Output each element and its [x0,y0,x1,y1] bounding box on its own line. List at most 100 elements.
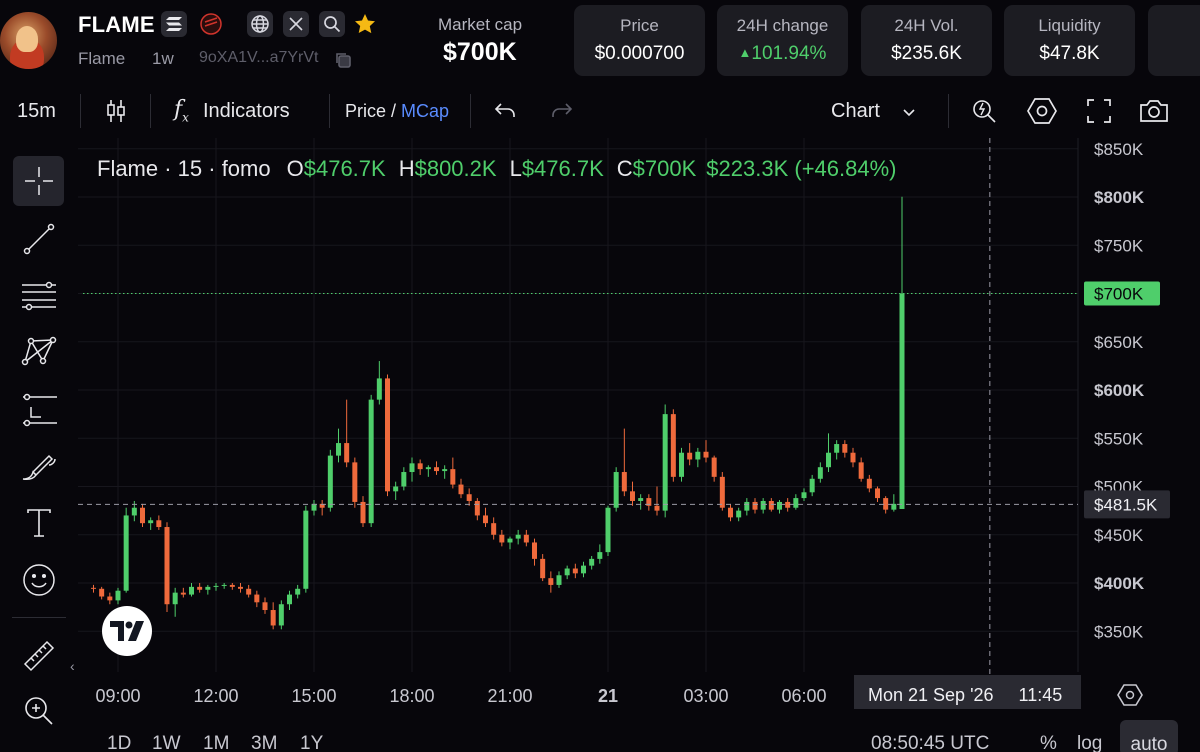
token-age: 1w [152,49,174,68]
function-icon: fx [174,97,189,125]
search-icon[interactable] [319,11,345,37]
candle-body [319,503,325,508]
price-tick-label: $600K [1094,381,1145,400]
range-1d[interactable]: 1D [107,733,132,752]
chart-label: Chart [831,99,880,122]
candle-type-icon[interactable] [104,84,128,138]
x-twitter-icon[interactable] [283,11,309,37]
percent-scale-button[interactable]: % [1040,733,1057,752]
candle-body [229,584,235,587]
candle-body [254,594,260,603]
candle-body [91,587,96,589]
candle-body [360,501,366,524]
candle-body [564,568,570,576]
range-1w[interactable]: 1W [152,733,181,752]
axis-settings-icon[interactable] [1117,684,1143,706]
candle-body [385,378,390,492]
collapse-arrow-icon[interactable]: ‹ [70,658,75,674]
copy-icon[interactable] [334,51,352,74]
quick-search-icon[interactable] [970,84,998,138]
market-cap-label: Market cap [438,15,523,34]
brush-tool-icon[interactable] [13,442,64,492]
token-header: FLAME Flame 1w 9oXA1V...a7YrVt Market ca… [0,0,1200,84]
candle-body [164,527,170,605]
candle-body [99,588,105,597]
price-tick-label: $350K [1094,622,1144,641]
redo-icon[interactable] [550,84,574,138]
star-icon[interactable] [352,11,378,37]
price-tick-label: $800K [1094,188,1145,207]
price-chart[interactable]: $850K$800K$750K$700K$650K$600K$550K$500K… [78,138,1200,752]
time-tick-label: 03:00 [683,686,728,706]
stat-value: $47.8K [1039,43,1100,64]
chart-dropdown[interactable]: Chart [831,84,916,138]
range-3m[interactable]: 3M [251,733,278,752]
candle-body [581,565,586,574]
forecast-tool-icon[interactable] [13,385,64,435]
legend-close-label: C [616,156,633,181]
log-scale-button[interactable]: log [1077,733,1103,752]
candle-body [123,515,129,591]
candle-body [866,478,872,489]
divider [470,94,471,128]
dex-logo-icon[interactable] [198,11,224,37]
candle-body [556,575,562,585]
candle-body [189,586,194,595]
stat-24h-volume: 24H Vol. $235.6K [861,5,992,76]
price-tick-label: $650K [1094,333,1144,352]
text-tool-icon[interactable] [13,498,64,548]
time-tick-label: 15:00 [291,686,336,706]
crosshair-tool-icon[interactable] [13,156,64,206]
zoom-in-tool-icon[interactable] [13,686,64,736]
utc-clock[interactable]: 08:50:45 UTC [871,733,990,752]
website-icon[interactable] [247,11,273,37]
candle-body [613,472,619,508]
price-tick-label: $550K [1094,429,1144,448]
ruler-tool-icon[interactable] [13,631,64,681]
candle-body [793,498,799,508]
stat-label: Liquidity [1038,16,1101,35]
camera-icon[interactable] [1138,84,1170,138]
stat-more [1148,5,1200,76]
candle-body [891,503,897,510]
candle-body [777,501,782,510]
stat-label: 24H change [736,16,829,35]
undo-icon[interactable] [493,84,517,138]
fullscreen-icon[interactable] [1086,84,1112,138]
token-avatar[interactable] [0,12,57,69]
trend-line-tool-icon[interactable] [13,214,64,264]
stat-label: 24H Vol. [894,16,959,35]
ohlc-legend: Flame · 15 · fomo O $476.7K H $800.2K L $47… [97,156,897,182]
candle-body [442,469,448,472]
price-tick-label: $450K [1094,526,1144,545]
indicators-button[interactable]: fx Indicators [174,84,290,138]
range-1m[interactable]: 1M [203,733,230,752]
candle-body [695,451,701,460]
candle-body [172,592,178,605]
candle-body [703,451,709,458]
time-tick-label: 06:00 [781,686,826,706]
auto-scale-button[interactable]: auto [1120,720,1178,752]
emoji-tool-icon[interactable] [13,555,64,605]
candle-body [140,507,145,524]
candle-body [621,472,627,492]
token-address[interactable]: 9oXA1V...a7YrVt [199,49,319,66]
stat-value: ▲101.94% [717,43,848,65]
drawing-tools-sidebar: ‹ [0,138,78,752]
candle-body [376,378,382,400]
candle-body [401,472,407,487]
fib-retracement-tool-icon[interactable] [13,271,64,321]
interval-button[interactable]: 15m [17,99,56,122]
divider [948,94,949,128]
slash: / [386,100,402,121]
pattern-tool-icon[interactable] [13,327,64,377]
tradingview-logo-icon[interactable] [102,606,152,656]
range-1y[interactable]: 1Y [300,733,324,752]
market-cap-value: $700K [443,38,517,66]
candle-body [417,463,423,470]
settings-gear-icon[interactable] [1027,84,1057,138]
candle-body [875,488,880,499]
price-mcap-toggle[interactable]: Price / MCap [345,84,449,138]
candle-body [368,399,374,524]
time-tick-label: 12:00 [193,686,238,706]
